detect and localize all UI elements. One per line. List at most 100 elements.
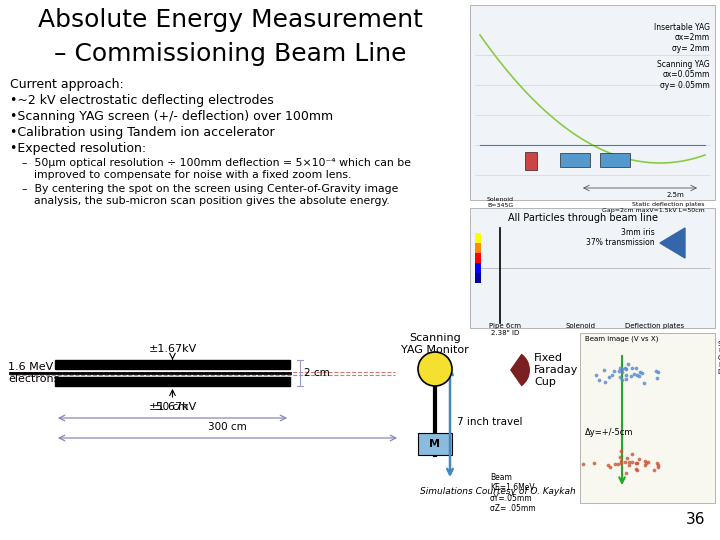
Bar — [560, 153, 590, 167]
Bar — [475, 243, 481, 253]
Point — [616, 375, 627, 384]
Wedge shape — [510, 354, 530, 387]
Bar — [475, 253, 481, 263]
Point — [641, 459, 652, 468]
Text: ±1.67kV: ±1.67kV — [148, 402, 197, 412]
Text: analysis, the sub-micron scan position gives the absolute energy.: analysis, the sub-micron scan position g… — [34, 196, 390, 206]
Circle shape — [418, 352, 452, 386]
Text: M: M — [430, 439, 441, 449]
Point — [590, 370, 601, 379]
Text: Solenoid: Solenoid — [565, 323, 595, 329]
Point — [652, 461, 663, 469]
Text: Fixed
Faraday
Cup: Fixed Faraday Cup — [534, 353, 578, 387]
Point — [649, 466, 660, 475]
Point — [639, 461, 650, 469]
Point — [613, 367, 625, 376]
Text: Insertable YAG
σx=2mm
σy= 2mm: Insertable YAG σx=2mm σy= 2mm — [654, 23, 710, 53]
Text: Solenoid
B=345G: Solenoid B=345G — [487, 197, 513, 208]
Text: 3mm iris
37% transmission: 3mm iris 37% transmission — [586, 228, 655, 247]
Text: 2 cm: 2 cm — [304, 368, 330, 378]
Point — [652, 368, 664, 376]
Bar — [475, 263, 481, 273]
Text: Static deflection plates
Gap=2cm maxV=1.5kV L=50cm: Static deflection plates Gap=2cm maxV=1.… — [602, 202, 705, 213]
Text: –  50μm optical resolution ÷ 100mm deflection = 5×10⁻⁴ which can be: – 50μm optical resolution ÷ 100mm deflec… — [22, 158, 411, 168]
Bar — [475, 233, 481, 243]
Point — [634, 455, 645, 463]
Text: Scanning
YAG Monitor: Scanning YAG Monitor — [401, 333, 469, 355]
Text: Static deflector:
U=+/-1.67kV
Gap=2cm
Length=50cm
Dist. to PM=2.5m: Static deflector: U=+/-1.67kV Gap=2cm Le… — [718, 341, 720, 375]
Point — [620, 370, 631, 379]
Text: Pipe 6cm
2.38" ID: Pipe 6cm 2.38" ID — [489, 323, 521, 336]
Point — [614, 363, 626, 372]
Point — [624, 461, 635, 469]
Bar — [470, 5, 715, 200]
Text: 50 cm: 50 cm — [156, 402, 189, 412]
Point — [631, 466, 642, 475]
Point — [626, 364, 638, 373]
Point — [638, 379, 649, 387]
Bar — [525, 152, 537, 170]
Point — [598, 366, 610, 374]
Point — [604, 462, 616, 471]
Point — [629, 369, 640, 378]
Text: •Expected resolution:: •Expected resolution: — [10, 142, 146, 155]
Point — [630, 464, 642, 473]
Point — [615, 453, 626, 462]
Point — [633, 372, 644, 380]
Point — [614, 372, 626, 381]
Point — [630, 363, 642, 372]
Point — [620, 375, 631, 383]
Point — [621, 468, 632, 477]
Point — [577, 460, 589, 468]
Text: 1.6 MeV
electrons: 1.6 MeV electrons — [8, 362, 59, 384]
Point — [616, 458, 627, 467]
Bar — [418, 433, 452, 455]
Bar — [580, 333, 715, 503]
Text: •Calibration using Tandem ion accelerator: •Calibration using Tandem ion accelerato… — [10, 126, 274, 139]
Text: Δy=+/-5cm: Δy=+/-5cm — [585, 428, 634, 437]
Point — [651, 458, 662, 467]
Point — [631, 370, 642, 379]
Point — [622, 360, 634, 368]
Bar — [475, 273, 481, 283]
Point — [593, 376, 605, 384]
Point — [651, 367, 662, 376]
Text: •Scanning YAG screen (+/- deflection) over 100mm: •Scanning YAG screen (+/- deflection) ov… — [10, 110, 333, 123]
Point — [621, 454, 632, 462]
Point — [603, 460, 614, 469]
Point — [616, 368, 627, 376]
Point — [642, 457, 654, 466]
Text: Deflection plates: Deflection plates — [626, 323, 685, 329]
Point — [652, 374, 663, 383]
Text: Beam image (V vs X): Beam image (V vs X) — [585, 336, 658, 342]
Bar — [470, 208, 715, 328]
Text: Absolute Energy Measurement: Absolute Energy Measurement — [37, 8, 423, 32]
Point — [588, 459, 600, 468]
Point — [615, 447, 626, 455]
Point — [626, 372, 637, 381]
Point — [623, 457, 634, 466]
Point — [599, 377, 611, 386]
Point — [608, 367, 619, 376]
Text: improved to compensate for noise with a fixed zoom lens.: improved to compensate for noise with a … — [34, 170, 351, 180]
Text: 36: 36 — [685, 512, 705, 527]
Point — [652, 463, 664, 471]
Point — [606, 371, 618, 380]
Point — [610, 460, 621, 468]
Bar — [55, 377, 290, 386]
Text: •~2 kV electrostatic deflecting electrodes: •~2 kV electrostatic deflecting electrod… — [10, 94, 274, 107]
Text: 300 cm: 300 cm — [208, 422, 247, 432]
Point — [631, 459, 642, 468]
Point — [603, 373, 615, 382]
Point — [636, 369, 647, 377]
Point — [615, 457, 626, 466]
Point — [631, 458, 642, 467]
Point — [619, 364, 631, 373]
Bar — [55, 360, 290, 369]
Polygon shape — [660, 228, 685, 258]
Text: All Particles through beam line: All Particles through beam line — [508, 213, 657, 223]
Text: 7 inch travel: 7 inch travel — [457, 417, 523, 427]
Point — [626, 457, 637, 466]
Text: Simulations Courtesy of O. Kaykah: Simulations Courtesy of O. Kaykah — [420, 487, 576, 496]
Text: Beam
KE=1.6MeV
σY=.05mm
σZ= .05mm: Beam KE=1.6MeV σY=.05mm σZ= .05mm — [490, 473, 536, 513]
